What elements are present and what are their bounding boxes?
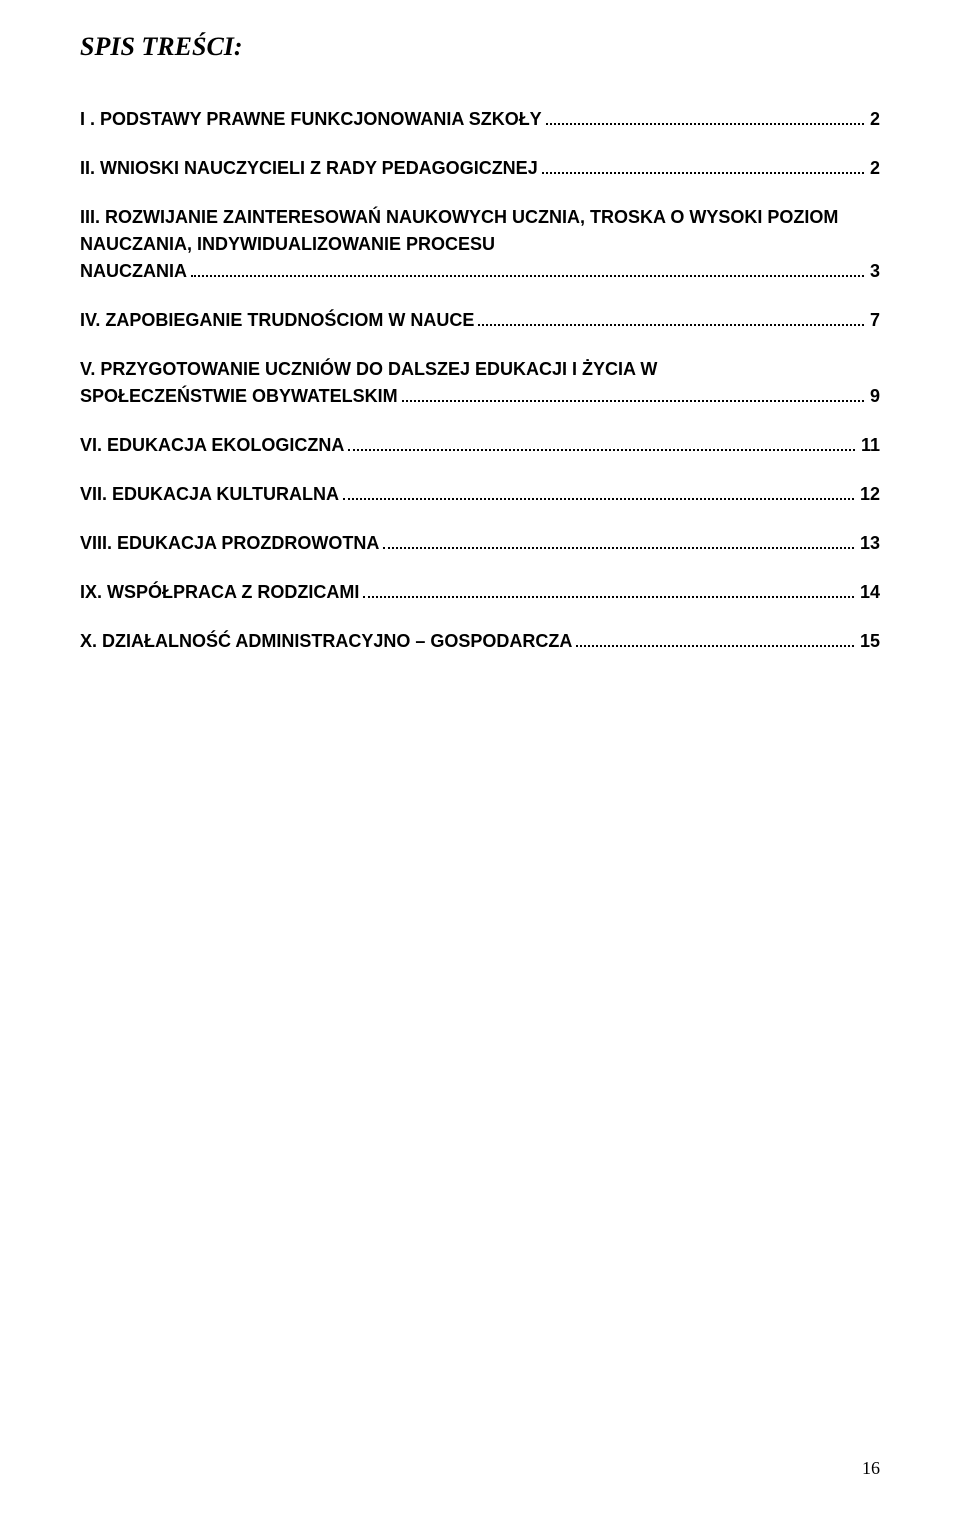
toc-page-number: 12 (858, 481, 880, 508)
toc-leader-dots (546, 109, 864, 125)
toc-leader-dots (576, 631, 854, 647)
toc-page-number: 3 (868, 258, 880, 285)
toc-leader-dots (542, 158, 864, 174)
toc-label: IV. ZAPOBIEGANIE TRUDNOŚCIOM W NAUCE (80, 307, 474, 334)
toc-page-number: 15 (858, 628, 880, 655)
toc-page-number: 11 (859, 432, 880, 459)
page-number: 16 (862, 1458, 880, 1479)
toc-label: V. PRZYGOTOWANIE UCZNIÓW DO DALSZEJ EDUK… (80, 356, 657, 383)
toc-label: II. WNIOSKI NAUCZYCIELI Z RADY PEDAGOGIC… (80, 155, 538, 182)
toc-entry: VI. EDUKACJA EKOLOGICZNA 11 (80, 432, 880, 459)
toc-entry: X. DZIAŁALNOŚĆ ADMINISTRACYJNO – GOSPODA… (80, 628, 880, 655)
toc-entry: V. PRZYGOTOWANIE UCZNIÓW DO DALSZEJ EDUK… (80, 356, 880, 410)
toc-line2: SPOŁECZEŃSTWIE OBYWATELSKIM 9 (80, 383, 880, 410)
toc-leader-dots (343, 484, 854, 500)
toc-line2: NAUCZANIA 3 (80, 258, 880, 285)
toc-leader-dots (348, 435, 855, 451)
toc-label: VII. EDUKACJA KULTURALNA (80, 481, 339, 508)
toc-page-number: 2 (868, 106, 880, 133)
toc-label: X. DZIAŁALNOŚĆ ADMINISTRACYJNO – GOSPODA… (80, 628, 572, 655)
toc-label: VIII. EDUKACJA PROZDROWOTNA (80, 530, 379, 557)
toc-entry: IX. WSPÓŁPRACA Z RODZICAMI 14 (80, 579, 880, 606)
toc-label: I . PODSTAWY PRAWNE FUNKCJONOWANIA SZKOŁ… (80, 106, 542, 133)
table-of-contents: I . PODSTAWY PRAWNE FUNKCJONOWANIA SZKOŁ… (80, 106, 880, 655)
toc-entry: IV. ZAPOBIEGANIE TRUDNOŚCIOM W NAUCE 7 (80, 307, 880, 334)
toc-leader-dots (478, 310, 864, 326)
toc-label: IX. WSPÓŁPRACA Z RODZICAMI (80, 579, 359, 606)
toc-label: VI. EDUKACJA EKOLOGICZNA (80, 432, 344, 459)
toc-page-number: 14 (858, 579, 880, 606)
toc-leader-dots (191, 261, 864, 277)
toc-page-number: 9 (868, 383, 880, 410)
toc-leader-dots (402, 386, 864, 402)
toc-entry: I . PODSTAWY PRAWNE FUNKCJONOWANIA SZKOŁ… (80, 106, 880, 133)
toc-label-continued: SPOŁECZEŃSTWIE OBYWATELSKIM (80, 383, 398, 410)
toc-leader-dots (383, 533, 854, 549)
toc-entry: VII. EDUKACJA KULTURALNA 12 (80, 481, 880, 508)
toc-leader-dots (363, 582, 854, 598)
toc-page-number: 7 (868, 307, 880, 334)
page-title: SPIS TREŚCI: (80, 32, 880, 62)
toc-page-number: 13 (858, 530, 880, 557)
toc-entry: III. ROZWIJANIE ZAINTERESOWAŃ NAUKOWYCH … (80, 204, 880, 285)
toc-entry: II. WNIOSKI NAUCZYCIELI Z RADY PEDAGOGIC… (80, 155, 880, 182)
toc-label-continued: NAUCZANIA (80, 258, 187, 285)
toc-page-number: 2 (868, 155, 880, 182)
toc-entry: VIII. EDUKACJA PROZDROWOTNA 13 (80, 530, 880, 557)
toc-label: III. ROZWIJANIE ZAINTERESOWAŃ NAUKOWYCH … (80, 204, 880, 258)
